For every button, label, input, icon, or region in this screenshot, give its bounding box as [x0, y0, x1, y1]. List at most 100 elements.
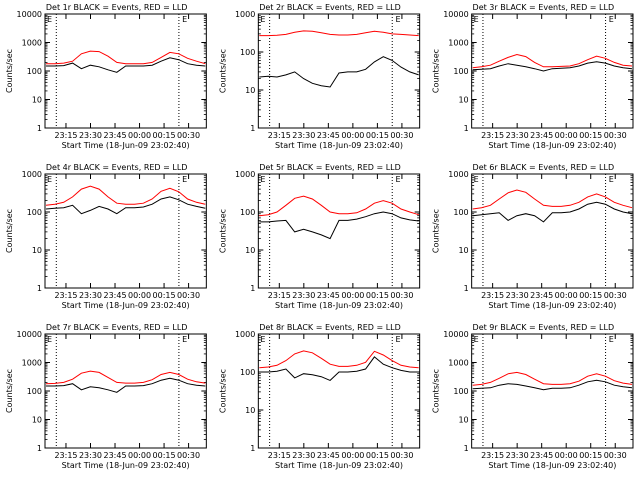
chart-title: Det 8r BLACK = Events, RED = LLD — [259, 323, 401, 332]
event-marker-left: E — [474, 15, 479, 24]
y-tick-label: 1 — [37, 284, 42, 293]
x-tick-label: 23:30 — [292, 451, 315, 460]
y-tick-label: 100 — [240, 208, 255, 217]
x-tick-label: 23:15 — [481, 291, 504, 300]
y-tick-label: 100 — [453, 208, 468, 217]
y-tick-label: 1000 — [235, 170, 255, 179]
y-tick-label: 1000 — [448, 39, 468, 48]
x-tick-label: 00:30 — [390, 131, 413, 140]
event-marker-left: E — [47, 15, 52, 24]
x-tick-label: 23:15 — [54, 131, 77, 140]
events-series-line — [472, 201, 633, 223]
y-tick-label: 10 — [245, 246, 255, 255]
x-axis-label: Start Time (18-Jun-09 23:02:40) — [62, 141, 190, 150]
x-tick-label: 00:30 — [177, 131, 200, 140]
x-tick-label: 00:00 — [341, 291, 364, 300]
y-tick-label: 10000 — [17, 10, 42, 19]
event-marker-right: E — [609, 335, 614, 344]
x-tick-label: 23:45 — [317, 451, 340, 460]
x-tick-label: 00:30 — [604, 131, 627, 140]
y-axis-label: Counts/sec — [5, 49, 14, 93]
lld-series-line — [472, 189, 633, 210]
y-tick-label: 1 — [250, 284, 255, 293]
y-tick-label: 10000 — [17, 330, 42, 339]
y-axis-label: Counts/sec — [5, 209, 14, 253]
x-tick-label: 00:30 — [390, 451, 413, 460]
x-tick-label: 00:15 — [153, 451, 176, 460]
x-tick-label: 23:30 — [506, 291, 529, 300]
events-series-line — [472, 379, 633, 391]
y-tick-label: 100 — [27, 387, 42, 396]
event-marker-left: E — [260, 15, 265, 24]
plot-frame — [257, 13, 421, 129]
x-axis-label: Start Time (18-Jun-09 23:02:40) — [62, 461, 190, 470]
y-tick-label: 1 — [250, 124, 255, 133]
x-tick-label: 00:00 — [341, 451, 364, 460]
event-marker-right: E — [182, 335, 187, 344]
x-tick-label: 00:00 — [555, 451, 578, 460]
x-tick-label: 00:00 — [555, 291, 578, 300]
x-axis-label: Start Time (18-Jun-09 23:02:40) — [275, 141, 403, 150]
y-tick-label: 100 — [27, 208, 42, 217]
chart-panel-1: Det 1r BLACK = Events, RED = LLD 1 10 100 10… — [5, 3, 207, 150]
x-axis-label: Start Time (18-Jun-09 23:02:40) — [488, 141, 616, 150]
chart-panel-6: Det 6r BLACK = Events, RED = LLD 1 10 100 10… — [432, 163, 634, 310]
chart-title: Det 5r BLACK = Events, RED = LLD — [259, 163, 401, 172]
y-axis-label: Counts/sec — [5, 369, 14, 413]
chart-title: Det 7r BLACK = Events, RED = LLD — [46, 323, 188, 332]
x-tick-label: 00:00 — [341, 131, 364, 140]
event-marker-right: E — [395, 15, 400, 24]
x-tick-label: 23:45 — [530, 291, 553, 300]
x-tick-label: 23:45 — [317, 131, 340, 140]
x-tick-label: 00:00 — [128, 131, 151, 140]
x-tick-label: 23:45 — [530, 131, 553, 140]
chart-title: Det 1r BLACK = Events, RED = LLD — [46, 3, 188, 12]
chart-title: Det 6r BLACK = Events, RED = LLD — [473, 163, 615, 172]
y-tick-label: 10 — [458, 416, 468, 425]
chart-panel-4: Det 4r BLACK = Events, RED = LLD 1 10 100 10… — [5, 163, 207, 310]
lld-series-line — [472, 53, 633, 69]
x-tick-label: 00:15 — [153, 291, 176, 300]
y-tick-label: 1000 — [448, 170, 468, 179]
x-tick-label: 23:30 — [79, 291, 102, 300]
event-marker-right: E — [182, 175, 187, 184]
x-tick-label: 23:15 — [268, 131, 291, 140]
x-tick-label: 23:15 — [268, 451, 291, 460]
x-tick-label: 23:15 — [268, 291, 291, 300]
lld-series-line — [45, 185, 206, 206]
event-marker-left: E — [260, 175, 265, 184]
x-axis-label: Start Time (18-Jun-09 23:02:40) — [275, 301, 403, 310]
y-tick-label: 10 — [245, 86, 255, 95]
x-tick-label: 23:30 — [79, 131, 102, 140]
x-tick-label: 23:45 — [103, 451, 126, 460]
chart-title: Det 9r BLACK = Events, RED = LLD — [473, 323, 615, 332]
lld-series-line — [46, 50, 206, 65]
y-tick-label: 100 — [453, 67, 468, 76]
y-tick-label: 1 — [37, 444, 42, 453]
x-tick-label: 23:45 — [103, 291, 126, 300]
y-tick-label: 1 — [37, 124, 42, 133]
event-marker-right: E — [609, 175, 614, 184]
x-tick-label: 00:00 — [128, 291, 151, 300]
y-tick-label: 10 — [458, 96, 468, 105]
events-series-line — [259, 56, 419, 88]
chart-panel-5: Det 5r BLACK = Events, RED = LLD 1 10 100 10… — [218, 163, 421, 310]
events-series-line — [259, 356, 419, 381]
y-axis-label: Counts/sec — [218, 369, 227, 413]
plot-frame — [44, 333, 207, 449]
chart-panel-3: Det 3r BLACK = Events, RED = LLD 1 10 100 10… — [432, 3, 634, 150]
events-series-line — [472, 61, 633, 72]
plot-frame — [471, 173, 634, 289]
x-tick-label: 23:45 — [317, 291, 340, 300]
event-marker-right: E — [395, 335, 400, 344]
lld-series-line — [472, 371, 633, 386]
plot-frame — [257, 333, 421, 449]
y-tick-label: 1000 — [22, 39, 42, 48]
event-marker-right: E — [395, 175, 400, 184]
plot-frame — [471, 13, 634, 129]
y-tick-label: 1000 — [22, 170, 42, 179]
lld-series-line — [259, 30, 419, 37]
x-tick-label: 00:00 — [128, 451, 151, 460]
y-tick-label: 10 — [32, 96, 42, 105]
